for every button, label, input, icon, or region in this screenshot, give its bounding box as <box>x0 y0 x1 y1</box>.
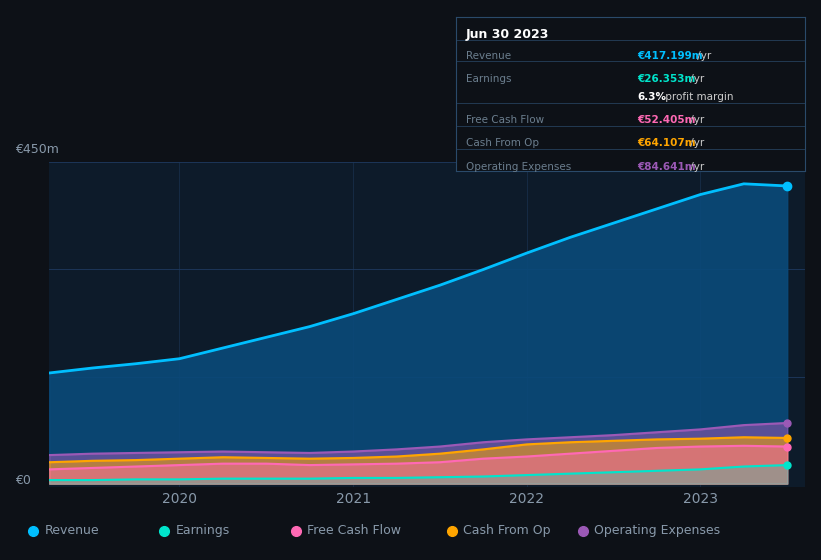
Text: Cash From Op: Cash From Op <box>466 138 539 148</box>
Text: Revenue: Revenue <box>44 524 99 538</box>
Text: €0: €0 <box>16 474 31 487</box>
Text: €26.353m: €26.353m <box>637 74 695 84</box>
Text: 6.3%: 6.3% <box>637 92 666 102</box>
Text: €450m: €450m <box>16 143 59 156</box>
Text: Operating Expenses: Operating Expenses <box>594 524 721 538</box>
Text: Cash From Op: Cash From Op <box>463 524 551 538</box>
Text: profit margin: profit margin <box>663 92 734 102</box>
Text: /yr: /yr <box>687 74 704 84</box>
Text: /yr: /yr <box>694 51 711 60</box>
Text: /yr: /yr <box>687 115 704 125</box>
Text: €64.107m: €64.107m <box>637 138 695 148</box>
Text: €417.199m: €417.199m <box>637 51 703 60</box>
Text: Operating Expenses: Operating Expenses <box>466 161 571 171</box>
Text: Earnings: Earnings <box>466 74 511 84</box>
Text: /yr: /yr <box>687 161 704 171</box>
Text: €84.641m: €84.641m <box>637 161 695 171</box>
Text: Earnings: Earnings <box>176 524 230 538</box>
Text: Jun 30 2023: Jun 30 2023 <box>466 27 549 40</box>
Text: Revenue: Revenue <box>466 51 511 60</box>
Text: /yr: /yr <box>687 138 704 148</box>
Text: Free Cash Flow: Free Cash Flow <box>466 115 544 125</box>
Text: €52.405m: €52.405m <box>637 115 695 125</box>
Text: Free Cash Flow: Free Cash Flow <box>307 524 401 538</box>
